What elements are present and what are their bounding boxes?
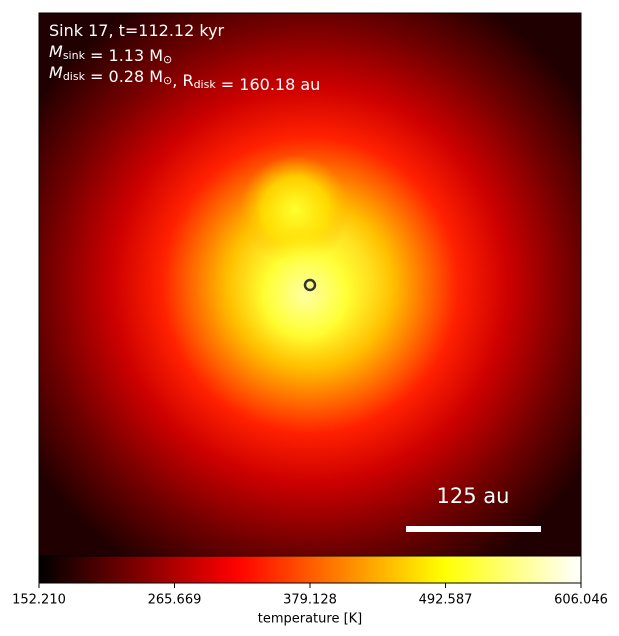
annotation-subscript: ⊙ bbox=[163, 53, 172, 66]
colorbar-axis: 152.210 265.669 379.128 492.587 606.046 bbox=[12, 583, 608, 608]
scale-bar bbox=[406, 526, 541, 532]
colorbar-tick-label: 606.046 bbox=[554, 593, 608, 608]
scale-bar-label: 125 au bbox=[437, 484, 510, 508]
annotation-text: M bbox=[49, 63, 63, 82]
colorbar-tick-label: 492.587 bbox=[419, 593, 473, 608]
annotation-text: M bbox=[49, 42, 63, 61]
annotation-subscript: sink bbox=[63, 49, 86, 62]
colorbar bbox=[38, 555, 582, 584]
annotation: Mdisk = 0.28 M⊙, Rdisk = 160.18 au bbox=[49, 63, 320, 94]
image bbox=[39, 13, 581, 556]
annotation-text: = 0.28 M bbox=[85, 67, 163, 86]
annotation-subscript: disk bbox=[194, 78, 217, 91]
sink-marker-ring bbox=[303, 278, 317, 292]
colorbar-tick-label: 265.669 bbox=[148, 593, 202, 608]
annotation: Msink = 1.13 M⊙ bbox=[49, 42, 172, 67]
annotation-subscript: disk bbox=[63, 70, 86, 83]
colorbar-tick-label: 152.210 bbox=[12, 593, 66, 608]
hot-core bbox=[225, 225, 385, 365]
colorbar-tick-label: 379.128 bbox=[283, 593, 337, 608]
annotation-text: , R bbox=[172, 71, 193, 90]
annotation-subscript: ⊙ bbox=[163, 74, 172, 87]
annotation-text: = 160.18 au bbox=[216, 75, 321, 94]
annotation-text: = 1.13 M bbox=[85, 46, 163, 65]
annotation: Sink 17, t=112.12 kyr bbox=[49, 21, 225, 40]
annotation-text: Sink 17, t=112.12 kyr bbox=[49, 21, 225, 40]
colorbar-label: temperature [K] bbox=[258, 612, 363, 627]
